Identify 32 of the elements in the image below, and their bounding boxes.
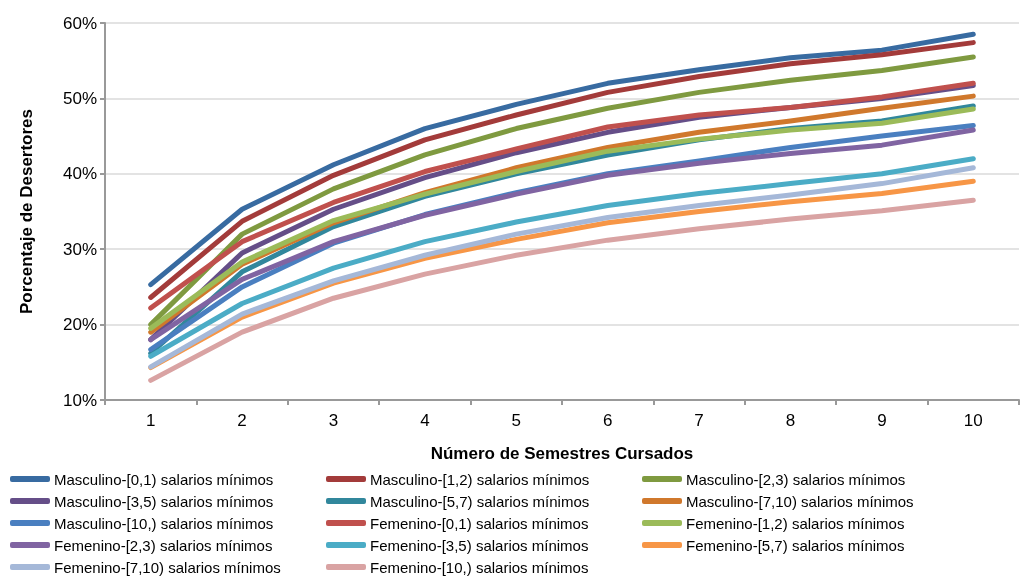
legend-label: Masculino-[5,7) salarios mínimos xyxy=(370,492,590,510)
x-tick-label: 4 xyxy=(420,411,430,430)
x-axis-title: Número de Semestres Cursados xyxy=(430,444,694,463)
x-tick-label: 6 xyxy=(602,411,613,430)
x-tick-label: 2 xyxy=(237,411,247,430)
legend-label: Masculino-[7,10) salarios mínimos xyxy=(686,492,914,510)
x-tick-label: 5 xyxy=(511,411,522,430)
y-tick-label: 30% xyxy=(62,239,97,259)
y-axis-title: Porcentaje de Desertores xyxy=(17,108,36,315)
y-tick-label: 10% xyxy=(62,390,97,410)
x-tick-label: 10 xyxy=(963,411,983,430)
y-tick-label: 20% xyxy=(62,315,97,335)
legend-label: Masculino-[2,3) salarios mínimos xyxy=(686,470,906,488)
x-tick-label: 3 xyxy=(328,411,339,430)
y-tick-label: 60% xyxy=(62,13,97,33)
legend-label: Femenino-[5,7) salarios mínimos xyxy=(686,536,905,554)
legend-label: Femenino-[10,) salarios mínimos xyxy=(370,558,589,576)
legend-label: Masculino-[3,5) salarios mínimos xyxy=(54,492,274,510)
y-tick-label: 50% xyxy=(62,88,97,108)
y-tick-label: 40% xyxy=(62,164,97,184)
legend-label: Femenino-[2,3) salarios mínimos xyxy=(54,536,273,554)
legend-label: Masculino-[0,1) salarios mínimos xyxy=(54,470,274,488)
x-tick-label: 7 xyxy=(694,411,704,430)
x-tick-label: 1 xyxy=(145,411,156,430)
legend-label: Masculino-[1,2) salarios mínimos xyxy=(370,470,590,488)
legend-label: Femenino-[0,1) salarios mínimos xyxy=(370,514,589,532)
legend-label: Femenino-[3,5) salarios mínimos xyxy=(370,536,589,554)
x-tick-label: 9 xyxy=(877,411,887,430)
x-tick-label: 8 xyxy=(785,411,796,430)
legend-label: Femenino-[1,2) salarios mínimos xyxy=(686,514,905,532)
legend-label: Masculino-[10,) salarios mínimos xyxy=(54,514,274,532)
legend-label: Femenino-[7,10) salarios mínimos xyxy=(54,558,281,576)
